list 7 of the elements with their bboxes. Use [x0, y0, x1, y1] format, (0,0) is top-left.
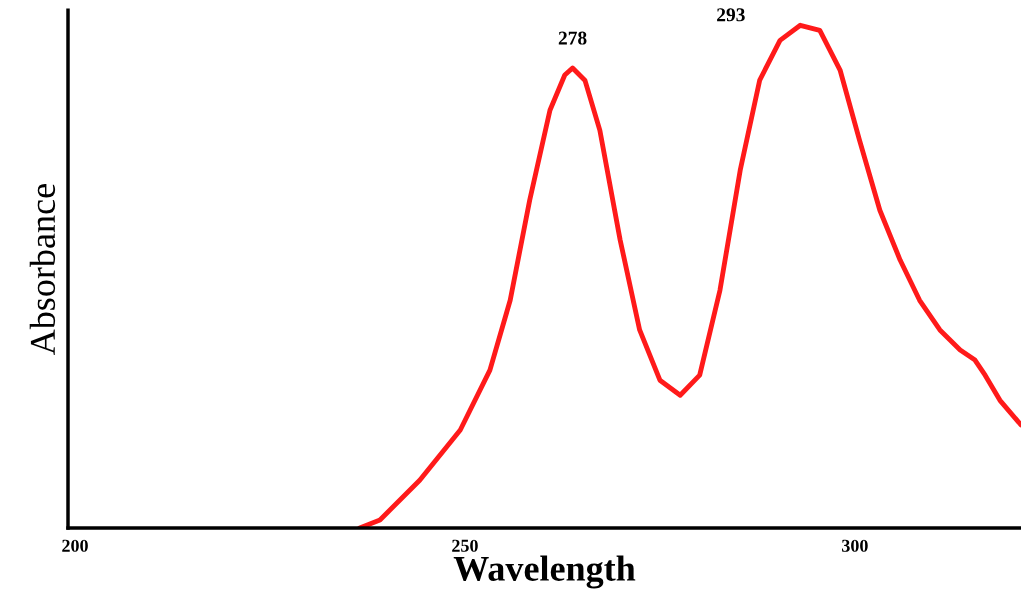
- annotation: 293: [717, 8, 745, 22]
- y-axis-title: Absorbance: [29, 184, 56, 355]
- x-axis-title: Wavelength: [453, 555, 636, 589]
- annotation: 278: [558, 31, 587, 45]
- x-tick-label: 300: [842, 539, 868, 552]
- x-tick-label: 200: [62, 539, 88, 552]
- x-tick-label: 250: [452, 539, 478, 552]
